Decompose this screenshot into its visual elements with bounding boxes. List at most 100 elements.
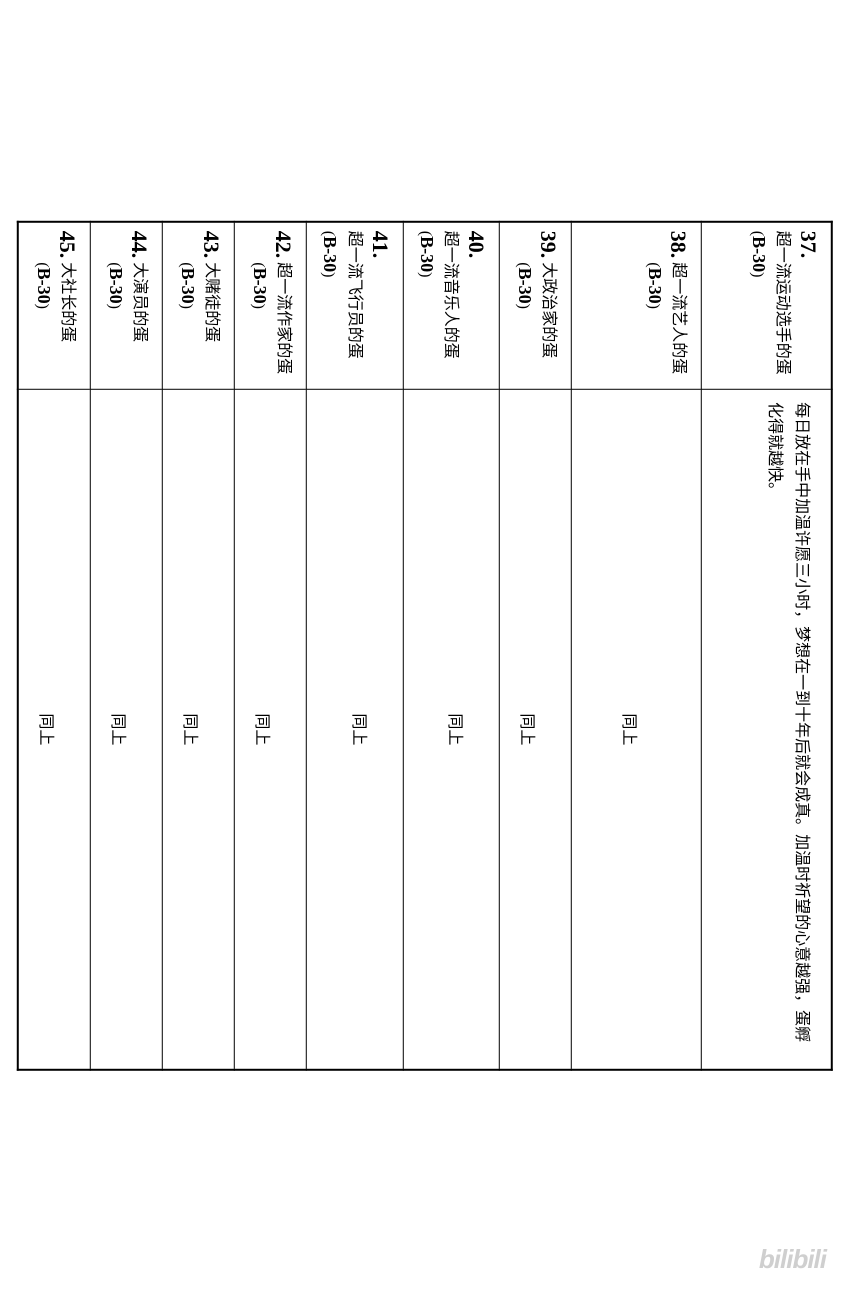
page-container: 37.超一流运动选手的蛋(B-30)每日放在手中加温许愿三小时，梦想在一到十年后…	[0, 0, 850, 1291]
paren-open: (	[645, 262, 662, 267]
desc-text: 同上	[180, 398, 224, 1061]
item-number: 44.	[126, 231, 152, 259]
item-number: 38.	[665, 231, 691, 259]
table-row: 40.超一流音乐人的蛋(B-30)同上	[403, 222, 500, 1070]
desc-text: 同上	[349, 398, 393, 1061]
item-title: 超一流音乐人的蛋	[439, 231, 461, 359]
table-row: 42.超一流作家的蛋(B-30)同上	[234, 222, 306, 1070]
item-cell: 37.超一流运动选手的蛋(B-30)	[702, 222, 832, 390]
item-code: (B-30)	[174, 262, 199, 342]
item-code-value: B-30	[177, 267, 197, 303]
item-code-value: B-30	[748, 236, 768, 272]
desc-text: 同上	[517, 398, 561, 1061]
item-title: 大赌徒的蛋	[199, 262, 221, 342]
item-number: 41.	[367, 231, 393, 259]
table-row: 43.大赌徒的蛋(B-30)同上	[162, 222, 234, 1070]
item-title: 大政治家的蛋	[537, 262, 559, 358]
item-cell: 45.大社长的蛋(B-30)	[18, 222, 90, 390]
item-cell: 44.大演员的蛋(B-30)	[90, 222, 162, 390]
item-title: 超一流艺人的蛋	[667, 262, 689, 374]
item-title-wrap: 大演员的蛋(B-30)	[102, 262, 152, 342]
item-title: 超一流运动选手的蛋	[770, 231, 792, 375]
item-title: 超一流飞行员的蛋	[342, 231, 364, 359]
item-code: (B-30)	[30, 262, 55, 342]
items-table: 37.超一流运动选手的蛋(B-30)每日放在手中加温许愿三小时，梦想在一到十年后…	[17, 221, 833, 1071]
paren-close: )	[645, 303, 662, 308]
paren-open: (	[515, 262, 532, 267]
desc-text: 同上	[108, 398, 152, 1061]
item-cell: 42.超一流作家的蛋(B-30)	[234, 222, 306, 390]
item-code: (B-30)	[317, 231, 342, 359]
item-title-wrap: 超一流运动选手的蛋(B-30)	[745, 231, 795, 375]
item-title: 大演员的蛋	[127, 262, 149, 342]
table-row: 38.超一流艺人的蛋(B-30)同上	[572, 222, 702, 1070]
desc-cell: 同上	[403, 389, 500, 1069]
paren-open: (	[249, 262, 266, 267]
desc-cell: 同上	[234, 389, 306, 1069]
item-title: 超一流作家的蛋	[271, 262, 293, 374]
item-title-wrap: 超一流飞行员的蛋(B-30)	[317, 231, 367, 359]
paren-open: (	[177, 262, 194, 267]
item-cell: 38.超一流艺人的蛋(B-30)	[572, 222, 702, 390]
paren-close: )	[515, 303, 532, 308]
table-row: 39.大政治家的蛋(B-30)同上	[500, 222, 572, 1070]
paren-close: )	[748, 272, 765, 277]
item-title-wrap: 大政治家的蛋(B-30)	[512, 262, 562, 358]
table-row: 45.大社长的蛋(B-30)同上	[18, 222, 90, 1070]
item-code: (B-30)	[745, 231, 770, 375]
desc-cell: 每日放在手中加温许愿三小时，梦想在一到十年后就会成真。加温时祈望的心意越强，蛋孵…	[702, 389, 832, 1069]
item-code: (B-30)	[246, 262, 271, 374]
item-code: (B-30)	[414, 231, 439, 359]
item-number: 42.	[270, 231, 296, 259]
item-code: (B-30)	[512, 262, 537, 358]
item-code-value: B-30	[249, 267, 269, 303]
item-code-value: B-30	[320, 236, 340, 272]
item-code-value: B-30	[33, 267, 53, 303]
item-code-value: B-30	[515, 267, 535, 303]
table-row: 37.超一流运动选手的蛋(B-30) 每日放在手中加温许愿三小时，梦想在一到十年后…	[702, 222, 832, 1070]
item-number: 45.	[54, 231, 80, 259]
desc-cell: 同上	[572, 389, 702, 1069]
table-row: 44.大演员的蛋(B-30)同上	[90, 222, 162, 1070]
desc-cell: 同上	[306, 389, 403, 1069]
item-title-wrap: 超一流艺人的蛋(B-30)	[642, 262, 692, 374]
item-cell: 39.大政治家的蛋(B-30)	[500, 222, 572, 390]
item-number: 37.	[795, 231, 821, 259]
item-code: (B-30)	[642, 262, 667, 374]
paren-close: )	[33, 303, 50, 308]
item-code: (B-30)	[102, 262, 127, 342]
desc-text: 同上	[252, 398, 296, 1061]
item-cell: 43.大赌徒的蛋(B-30)	[162, 222, 234, 390]
item-title-wrap: 超一流音乐人的蛋(B-30)	[414, 231, 464, 359]
desc-cell: 同上	[500, 389, 572, 1069]
desc-text: 同上	[36, 398, 80, 1061]
paren-close: )	[249, 303, 266, 308]
paren-open: (	[33, 262, 50, 267]
item-code-value: B-30	[417, 236, 437, 272]
paren-open: (	[105, 262, 122, 267]
watermark: bilibili	[759, 1244, 826, 1275]
table-body: 37.超一流运动选手的蛋(B-30)每日放在手中加温许愿三小时，梦想在一到十年后…	[18, 222, 832, 1070]
desc-text: 同上	[445, 398, 489, 1061]
item-title-wrap: 超一流作家的蛋(B-30)	[246, 262, 296, 374]
item-title-wrap: 大赌徒的蛋(B-30)	[174, 262, 224, 342]
item-title: 大社长的蛋	[55, 262, 77, 342]
item-number: 43.	[198, 231, 224, 259]
desc-cell: 同上	[162, 389, 234, 1069]
paren-close: )	[177, 303, 194, 308]
item-code-value: B-30	[645, 267, 665, 303]
paren-close: )	[105, 303, 122, 308]
table-wrapper: 37.超一流运动选手的蛋(B-30)每日放在手中加温许愿三小时，梦想在一到十年后…	[17, 221, 833, 1071]
paren-close: )	[320, 272, 337, 277]
item-title-wrap: 大社长的蛋(B-30)	[30, 262, 80, 342]
item-code-value: B-30	[105, 267, 125, 303]
paren-close: )	[417, 272, 434, 277]
item-cell: 40.超一流音乐人的蛋(B-30)	[403, 222, 500, 390]
item-number: 39.	[535, 231, 561, 259]
desc-text: 每日放在手中加温许愿三小时，梦想在一到十年后就会成真。加温时祈望的心意越强，蛋孵…	[760, 398, 820, 1061]
desc-cell: 同上	[90, 389, 162, 1069]
item-number: 40.	[463, 231, 489, 259]
desc-cell: 同上	[18, 389, 90, 1069]
table-row: 41.超一流飞行员的蛋(B-30) 同上	[306, 222, 403, 1070]
desc-text: 同上	[619, 398, 691, 1061]
